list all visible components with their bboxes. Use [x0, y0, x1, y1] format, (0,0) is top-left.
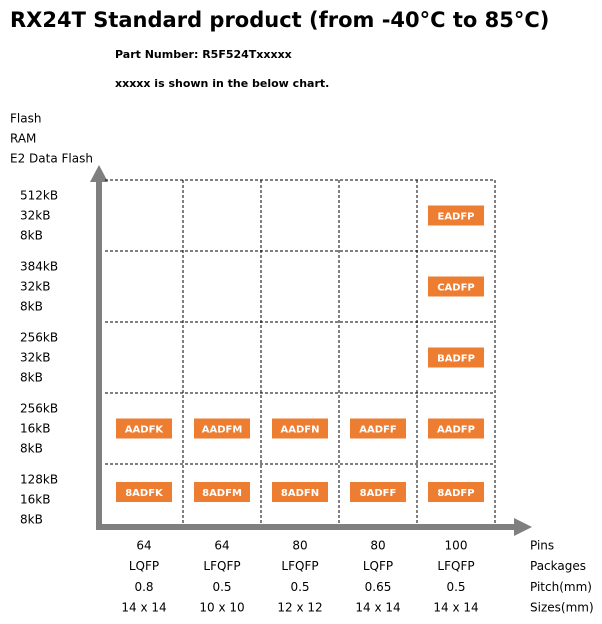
axes [90, 165, 532, 536]
product-code: CADFP [437, 283, 475, 294]
product-box [272, 482, 328, 502]
row-label: 8kB [20, 442, 43, 456]
title: RX24T Standard product (from -40°C to 85… [10, 8, 549, 32]
row-label: 512kB [20, 189, 58, 203]
row-label: 128kB [20, 473, 58, 487]
column-label: 14 x 14 [433, 601, 478, 615]
column-label: LFQFP [437, 559, 474, 573]
row-label: 16kB [20, 422, 50, 436]
column-label: 100 [445, 539, 468, 553]
product-code: EADFP [437, 212, 474, 223]
column-label: 12 x 12 [277, 601, 322, 615]
column-label: 80 [370, 539, 385, 553]
product-code: AADFK [125, 425, 165, 436]
row-label: 32kB [20, 351, 50, 365]
product-box [428, 482, 484, 502]
product-code: AADFP [437, 425, 475, 436]
row-label: 16kB [20, 493, 50, 507]
row-header: Pitch(mm) [530, 580, 592, 594]
column-label: 0.5 [212, 580, 231, 594]
row-label: 32kB [20, 209, 50, 223]
product-box [428, 205, 484, 226]
column-label: 0.65 [365, 580, 392, 594]
part-number: Part Number: R5F524Txxxxx [115, 48, 292, 61]
row-label: 8kB [20, 300, 43, 314]
product-box [116, 482, 172, 502]
product-box [194, 418, 250, 439]
column-label: LFQFP [281, 559, 318, 573]
row-label: 32kB [20, 280, 50, 294]
column-label: LFQFP [203, 559, 240, 573]
product-code: 8ADFN [281, 488, 319, 499]
column-label: 10 x 10 [199, 601, 244, 615]
row-header: Packages [530, 559, 586, 573]
column-label: 80 [292, 539, 307, 553]
product-code: 8ADFK [125, 488, 164, 499]
product-code: 8ADFM [202, 488, 242, 499]
column-label: 0.8 [134, 580, 153, 594]
row-label: 8kB [20, 371, 43, 385]
row-label: 256kB [20, 402, 58, 416]
row-label: 8kB [20, 513, 43, 527]
product-box [428, 347, 484, 368]
product-code: AADFF [359, 425, 396, 436]
column-label: 0.5 [290, 580, 309, 594]
row-header: Pins [530, 539, 554, 553]
column-label: 64 [136, 539, 151, 553]
y-axis-label: RAM [10, 132, 36, 146]
column-label: 14 x 14 [121, 601, 166, 615]
column-label: 14 x 14 [355, 601, 400, 615]
row-header: Sizes(mm) [530, 601, 594, 615]
column-label: 64 [214, 539, 229, 553]
y-axis-label: E2 Data Flash [10, 152, 93, 166]
product-code: 8ADFP [437, 488, 474, 499]
product-code: AADFM [202, 425, 243, 436]
product-box [350, 482, 406, 502]
column-label: 0.5 [446, 580, 465, 594]
product-box [272, 418, 328, 439]
column-label: LQFP [363, 559, 393, 573]
product-box [350, 418, 406, 439]
product-box [116, 418, 172, 439]
product-box [428, 418, 484, 439]
row-label: 384kB [20, 260, 58, 274]
row-label: 8kB [20, 229, 43, 243]
note: xxxxx is shown in the below chart. [115, 77, 329, 90]
product-code: BADFP [437, 354, 475, 365]
product-box [194, 482, 250, 502]
column-label: LQFP [129, 559, 159, 573]
product-box [428, 276, 484, 297]
y-axis-label: Flash [10, 112, 41, 126]
product-code: AADFN [281, 425, 320, 436]
row-label: 256kB [20, 331, 58, 345]
product-code: 8ADFF [360, 488, 397, 499]
